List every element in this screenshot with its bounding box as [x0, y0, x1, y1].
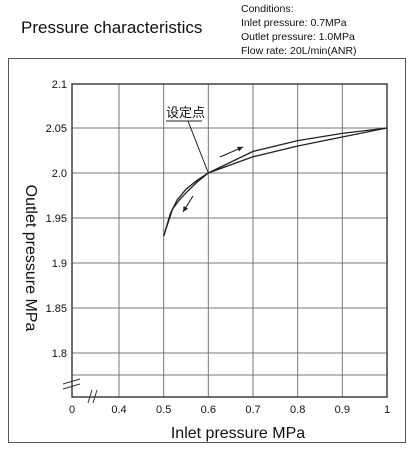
- x-tick-label: 0.5: [156, 404, 171, 416]
- condition-line: Outlet pressure: 1.0MPa: [241, 31, 355, 43]
- y-tick-label: 2.05: [46, 123, 67, 135]
- setpoint-leader: [187, 120, 209, 174]
- x-axis-break-mark: [92, 389, 98, 404]
- condition-line: Conditions:: [241, 3, 294, 15]
- y-axis-break-mark: [62, 378, 81, 385]
- increasing-arrow-head: [237, 146, 243, 152]
- x-axis-break-mark: [87, 389, 93, 404]
- x-tick-label: 1: [384, 404, 390, 416]
- decreasing-arrow-head: [183, 206, 189, 212]
- x-tick-label: 0.9: [335, 404, 350, 416]
- x-axis-label: Inlet pressure MPa: [171, 425, 305, 442]
- y-tick-label: 1.8: [52, 348, 67, 360]
- x-tick-label: 0: [69, 404, 75, 416]
- condition-line: Flow rate: 20L/min(ANR): [241, 45, 357, 57]
- plot-area-border: [71, 83, 388, 398]
- y-axis-label: Outlet pressure MPa: [22, 185, 39, 332]
- y-tick-label: 1.85: [46, 303, 67, 315]
- y-tick-label: 2.0: [52, 168, 67, 180]
- page-title: Pressure characteristics: [21, 18, 203, 37]
- x-tick-label: 0.4: [111, 404, 126, 416]
- y-tick-label: 2.1: [52, 79, 67, 91]
- conditions-block: Conditions: Inlet pressure: 0.7MPa Outle…: [241, 2, 357, 58]
- y-axis-break-mark: [62, 383, 81, 390]
- chart-frame: [8, 58, 406, 443]
- series-line-decreasing: [163, 127, 388, 237]
- y-tick-label: 1.9: [52, 258, 67, 270]
- y-tick-label: 1.95: [46, 213, 67, 225]
- x-tick-label: 0.7: [245, 404, 260, 416]
- x-tick-label: 0.6: [201, 404, 216, 416]
- condition-line: Inlet pressure: 0.7MPa: [241, 17, 347, 29]
- setpoint-annotation: 设定点: [166, 106, 205, 121]
- x-tick-label: 0.8: [290, 404, 305, 416]
